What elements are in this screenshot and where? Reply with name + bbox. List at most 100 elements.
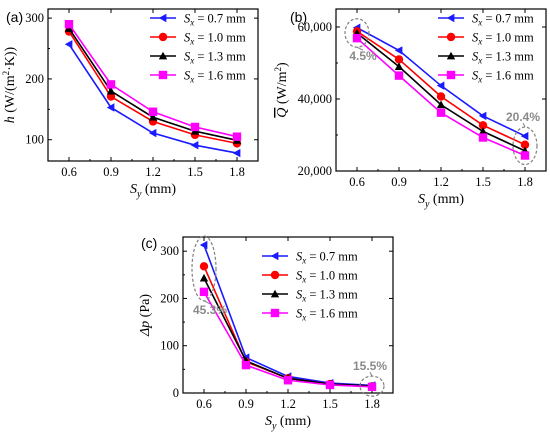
x-tick-label: 0.6 bbox=[349, 175, 365, 189]
legend-entry: Sx = 1.0 mm bbox=[472, 31, 534, 47]
panel-c: (c) 0.6 0.9 1.2 1.5 1.8 0 100 200 300 Sy (mm) Δp (P… bbox=[138, 235, 394, 432]
x-tick-label: 1.2 bbox=[280, 397, 296, 411]
data-point bbox=[232, 148, 241, 158]
y-tick-label: 20,000 bbox=[298, 164, 332, 178]
legend-marker bbox=[158, 32, 168, 42]
x-tick-label: 1.8 bbox=[229, 165, 245, 179]
legend-entry: Sx = 1.0 mm bbox=[296, 269, 358, 285]
data-point bbox=[436, 92, 446, 101]
legend-marker bbox=[446, 32, 456, 42]
data-point bbox=[478, 111, 487, 121]
data-point bbox=[199, 273, 209, 282]
annotation-leader bbox=[522, 122, 526, 128]
y-tick-label: 200 bbox=[25, 72, 44, 86]
legend-entry: Sx = 1.6 mm bbox=[472, 69, 534, 85]
annotation-leader bbox=[203, 300, 211, 305]
series-line bbox=[356, 30, 526, 146]
x-tick-label: 0.9 bbox=[238, 397, 254, 411]
x-tick-label: 1.2 bbox=[145, 165, 161, 179]
x-axis-label: Sy (mm) bbox=[130, 182, 176, 200]
data-point bbox=[352, 33, 362, 43]
data-point bbox=[283, 376, 293, 385]
data-point bbox=[148, 107, 158, 116]
data-point bbox=[241, 360, 251, 370]
data-point bbox=[148, 128, 157, 138]
y-axis-label: h (W/(m2·K)) bbox=[1, 46, 18, 123]
annotation-label: 20.4% bbox=[506, 110, 540, 124]
panel-a: (a) 0.6 0.9 1.2 1.5 1.8 100 200 300 Sy (mm) h (W/(… bbox=[1, 8, 259, 200]
y-axis-label: Δp (Pa) bbox=[138, 294, 153, 337]
y-axis-label: Q (W/m2) bbox=[273, 62, 290, 118]
annotation-ellipse bbox=[344, 18, 370, 48]
data-point bbox=[520, 151, 530, 160]
x-tick-label: 1.5 bbox=[322, 397, 338, 411]
data-point bbox=[394, 71, 404, 80]
y-tick-label: 60,000 bbox=[298, 20, 332, 34]
legend-marker bbox=[446, 13, 455, 23]
annotation-leader bbox=[356, 46, 364, 51]
data-point bbox=[394, 46, 403, 55]
legend-entry: Sx = 1.3 mm bbox=[296, 288, 358, 304]
legend-marker bbox=[446, 51, 456, 60]
y-tick-label: 200 bbox=[160, 291, 179, 305]
data-point bbox=[394, 55, 404, 64]
x-axis-label: Sy (mm) bbox=[265, 414, 311, 432]
data-point bbox=[367, 382, 377, 392]
x-tick-label: 0.6 bbox=[61, 165, 77, 179]
x-tick-label: 0.9 bbox=[103, 165, 119, 179]
data-point bbox=[436, 100, 446, 109]
panel-label: (b) bbox=[290, 9, 307, 25]
annotation-label: 15.5% bbox=[353, 359, 387, 373]
y-tick-label: 40,000 bbox=[298, 92, 332, 106]
annotation-label: 4.5% bbox=[349, 49, 377, 63]
data-point bbox=[64, 40, 73, 49]
legend-marker bbox=[158, 70, 168, 80]
data-point bbox=[478, 133, 488, 142]
legend-entry: Sx = 0.7 mm bbox=[296, 250, 358, 266]
x-tick-label: 1.5 bbox=[187, 165, 203, 179]
data-point bbox=[520, 140, 530, 149]
x-tick-label: 1.2 bbox=[433, 175, 449, 189]
x-tick-label: 1.5 bbox=[475, 175, 491, 189]
data-point bbox=[436, 81, 445, 90]
x-tick-label: 1.8 bbox=[517, 175, 533, 189]
y-tick-label: 0 bbox=[173, 386, 179, 400]
series-line bbox=[68, 31, 238, 145]
y-tick-label: 100 bbox=[160, 339, 179, 353]
panel-b: (b) 0.6 0.9 1.2 1.5 1.8 20,000 40,000 60,000 Sy (… bbox=[273, 8, 547, 210]
legend-entry: Sx = 1.6 mm bbox=[184, 69, 246, 85]
data-point bbox=[325, 380, 335, 390]
data-point bbox=[232, 132, 242, 141]
legend-marker bbox=[270, 270, 280, 280]
panel-label: (c) bbox=[141, 235, 157, 251]
y-tick-label: 300 bbox=[160, 244, 179, 258]
legend-entry: Sx = 1.3 mm bbox=[472, 50, 534, 66]
x-axis-label: Sy (mm) bbox=[418, 192, 464, 210]
x-tick-label: 0.9 bbox=[391, 175, 407, 189]
data-point bbox=[478, 121, 488, 130]
data-point bbox=[190, 122, 200, 132]
data-point bbox=[199, 287, 209, 297]
legend-marker bbox=[446, 70, 456, 80]
y-tick-label: 100 bbox=[25, 133, 44, 147]
data-point bbox=[478, 127, 488, 135]
annotation-leader bbox=[369, 371, 373, 377]
data-point bbox=[106, 103, 115, 112]
legend-entry: Sx = 1.3 mm bbox=[184, 50, 246, 66]
legend-entry: Sx = 1.0 mm bbox=[184, 31, 246, 47]
legend-marker bbox=[270, 308, 280, 318]
y-tick-label: 300 bbox=[25, 11, 44, 25]
data-point bbox=[106, 80, 116, 89]
legend-marker bbox=[270, 289, 280, 298]
data-point bbox=[520, 131, 529, 141]
data-point bbox=[106, 92, 116, 101]
legend-entry: Sx = 0.7 mm bbox=[472, 12, 534, 28]
x-tick-label: 1.8 bbox=[364, 397, 380, 411]
data-point bbox=[199, 262, 209, 271]
legend-marker bbox=[158, 51, 168, 60]
legend-entry: Sx = 0.7 mm bbox=[184, 12, 246, 28]
data-point bbox=[190, 140, 199, 150]
data-point bbox=[394, 62, 404, 70]
data-point bbox=[436, 108, 446, 117]
annotation-label: 45.3% bbox=[193, 303, 227, 317]
